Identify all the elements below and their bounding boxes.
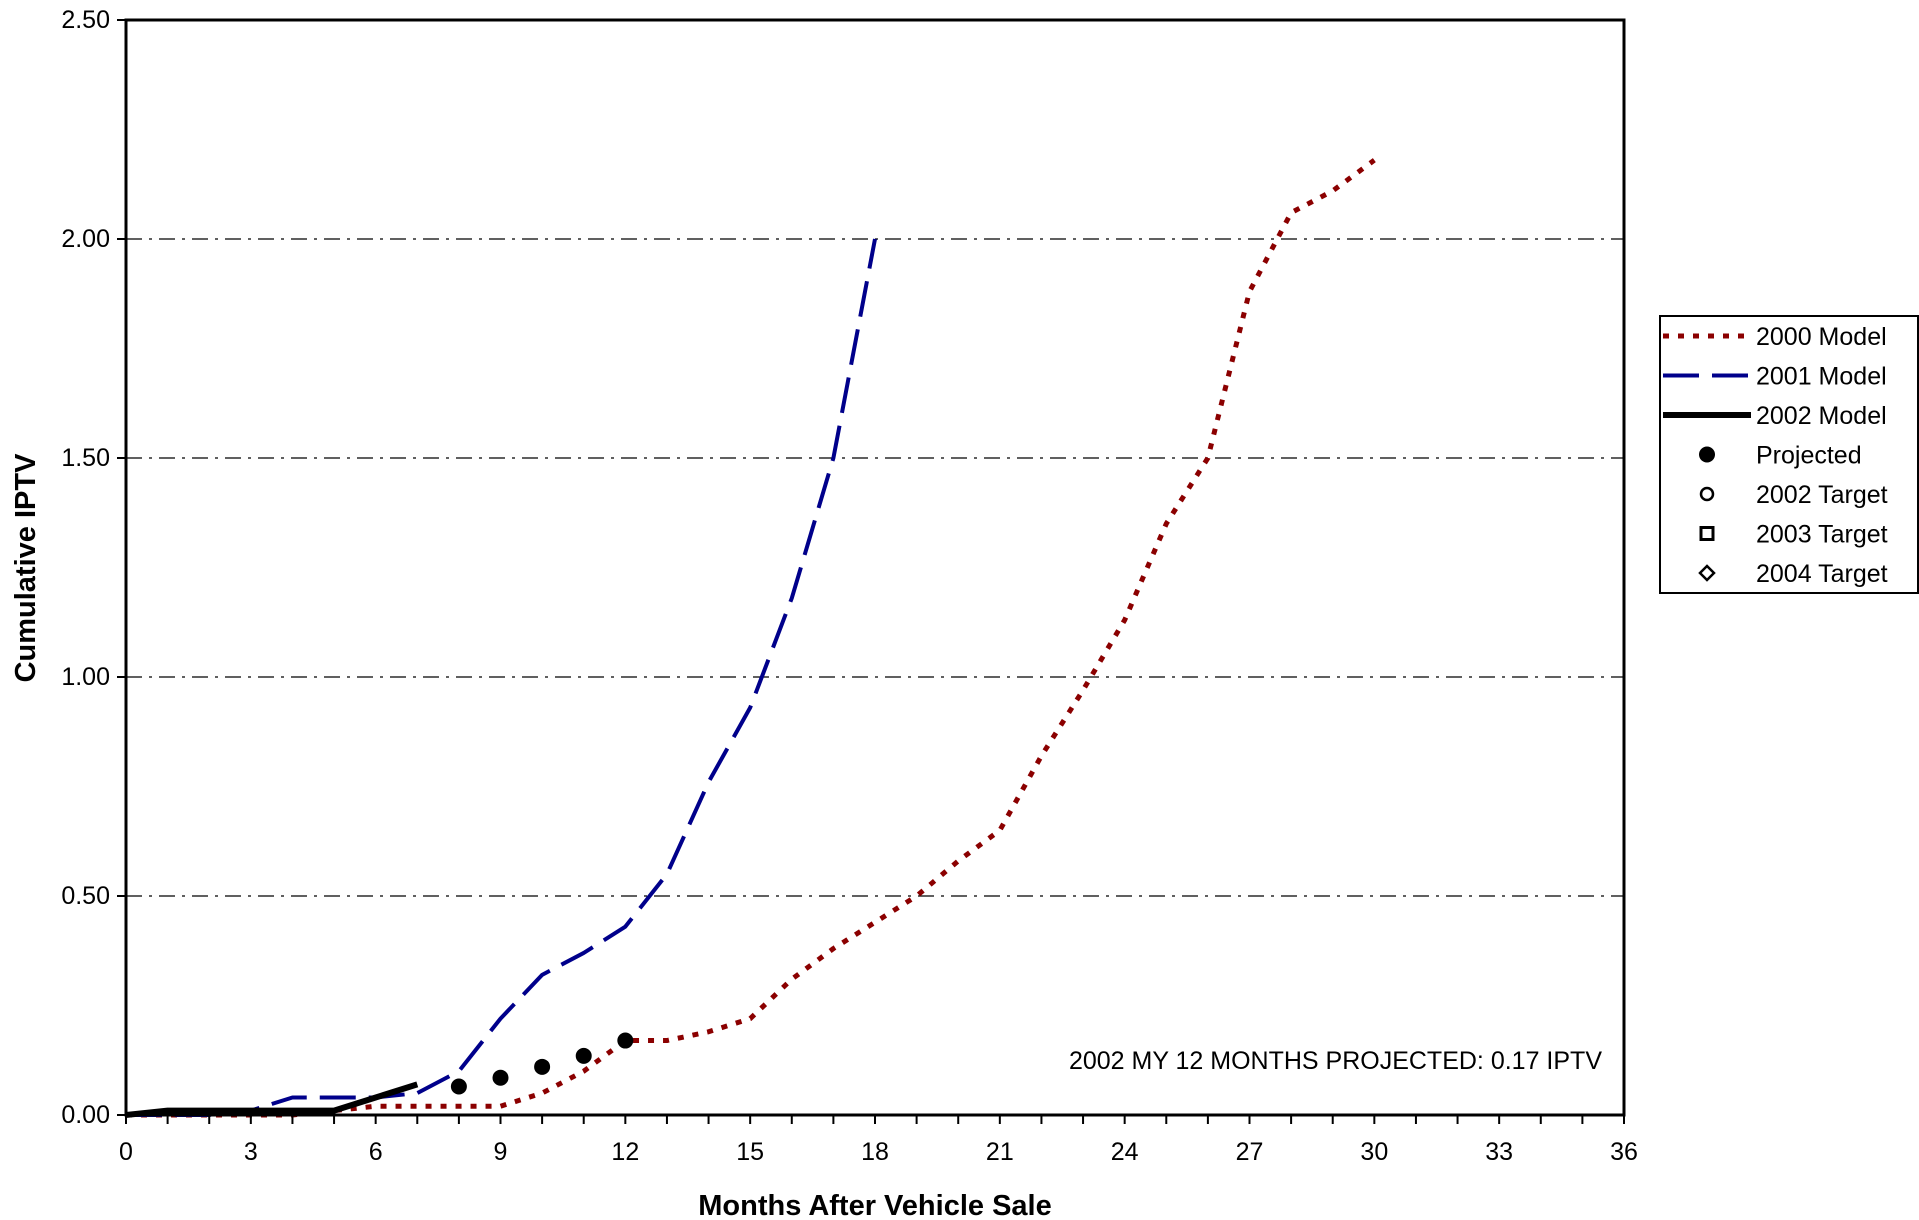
- y-tick-label: 1.50: [61, 444, 110, 472]
- projected-point: [534, 1058, 551, 1075]
- x-tick-label: 36: [1610, 1138, 1638, 1166]
- x-axis-ticks: 0 3 6 9 12 15 18 21 24 27 30 33 36: [119, 1115, 1638, 1166]
- legend-label-2001-model: 2001 Model: [1756, 363, 1887, 391]
- y-axis-ticks: 0.00 0.50 1.00 1.50 2.00 2.50: [61, 6, 126, 1129]
- x-tick-label: 30: [1360, 1138, 1388, 1166]
- y-tick-label: 2.50: [61, 6, 110, 34]
- legend: 2000 Model 2001 Model 2002 Model Projected 2…: [1659, 315, 1919, 594]
- x-tick-label: 33: [1485, 1138, 1513, 1166]
- x-tick-label: 21: [986, 1138, 1014, 1166]
- x-tick-label: 6: [369, 1138, 383, 1166]
- y-axis-title: Cumulative IPTV: [10, 453, 42, 682]
- x-tick-label: 18: [861, 1138, 889, 1166]
- legend-items: 2000 Model 2001 Model 2002 Model Projected 2…: [1663, 323, 1888, 588]
- legend-symbol-projected: [1699, 446, 1715, 463]
- y-tick-label: 1.00: [61, 663, 110, 691]
- legend-symbol-2003-target: [1699, 526, 1715, 541]
- legend-label-2004-target: 2004 Target: [1756, 560, 1888, 588]
- legend-symbol-2004-target: [1698, 564, 1716, 582]
- series-line-2002-model: [125, 1081, 419, 1118]
- projected-point: [492, 1069, 509, 1086]
- legend-label-2002-model: 2002 Model: [1756, 402, 1887, 430]
- gridlines: [126, 238, 1624, 897]
- legend-label-projected: Projected: [1756, 442, 1862, 470]
- projected-point: [617, 1032, 634, 1049]
- projected-point: [450, 1078, 467, 1095]
- y-tick-label: 0.00: [61, 1101, 110, 1129]
- x-tick-label: 27: [1236, 1138, 1264, 1166]
- legend-label-2003-target: 2003 Target: [1756, 521, 1888, 549]
- legend-label-2002-target: 2002 Target: [1756, 481, 1888, 509]
- y-tick-label: 2.00: [61, 225, 110, 253]
- projected-point: [575, 1047, 592, 1064]
- annotation-text: 2002 MY 12 MONTHS PROJECTED: 0.17 IPTV: [1069, 1047, 1602, 1075]
- x-tick-label: 3: [244, 1138, 258, 1166]
- y-tick-label: 0.50: [61, 882, 110, 910]
- x-tick-label: 12: [611, 1138, 639, 1166]
- projected-markers: [450, 1032, 634, 1095]
- series-line-2000-model: [126, 158, 1376, 1118]
- plot-area-frame: [124, 18, 1626, 1117]
- x-tick-label: 15: [736, 1138, 764, 1166]
- x-tick-label: 9: [494, 1138, 508, 1166]
- plot-series: [125, 158, 1376, 1118]
- legend-symbol-2002-target: [1699, 486, 1715, 502]
- x-tick-label: 0: [119, 1138, 133, 1166]
- x-axis-title: Months After Vehicle Sale: [698, 1190, 1051, 1220]
- legend-label-2000-model: 2000 Model: [1756, 323, 1887, 351]
- x-tick-label: 24: [1111, 1138, 1139, 1166]
